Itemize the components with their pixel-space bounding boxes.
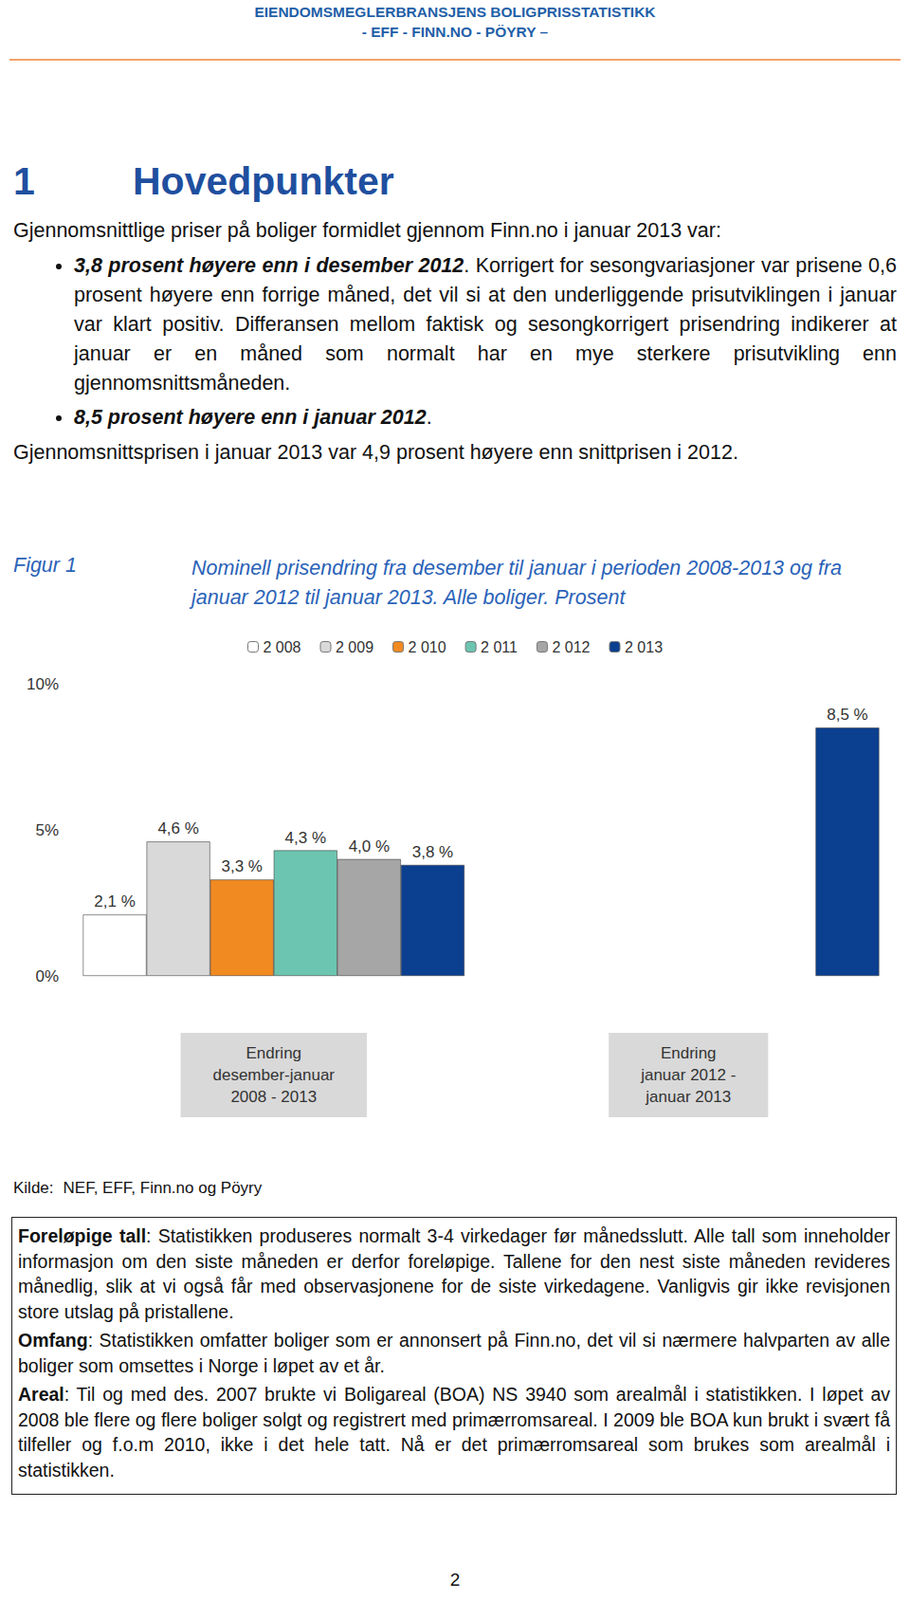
html-text:Kilde:: Kilde: [13,1178,54,1197]
svg-text:4,6 %: 4,6 % [157,819,199,838]
html-text:EIENDOMSMEGLERBRANSJENS BOLIGP: EIENDOMSMEGLERBRANSJENS BOLIGPRISSTATIST… [254,3,656,20]
html-text:8,5 prosent høyere enn i janua: 8,5 prosent høyere enn i januar 2012. [73,405,432,429]
svg-text:3,8 %: 3,8 % [412,842,454,861]
svg-text:4,0 %: 4,0 % [348,837,390,856]
html-text:Nominell prisendring fra desem: Nominell prisendring fra desember til ja… [191,556,842,609]
html-text:2: 2 [449,1568,461,1589]
svg-text:2 013: 2 013 [624,638,663,656]
html-text:Hovedpunkter: Hovedpunkter [132,159,395,203]
html-text:Figur 1: Figur 1 [13,553,77,577]
html-text:Omfang: Statistikken omfatter: Omfang: Statistikken omfatter boliger so… [18,1328,891,1375]
html-text:NEF, EFF, Finn.no og Pöyry: NEF, EFF, Finn.no og Pöyry [63,1178,262,1197]
svg-text:4,3 %: 4,3 % [285,828,327,847]
html-text:Gjennomsnittlige priser på bol: Gjennomsnittlige priser på boliger formi… [13,218,722,242]
svg-text:2 008: 2 008 [262,638,301,656]
svg-text:3,3 %: 3,3 % [220,856,262,875]
svg-text:Endring: Endring [660,1043,717,1062]
svg-text:5%: 5% [35,820,59,839]
html-text:3,8 prosent høyere enn i desem: 3,8 prosent høyere enn i desember 2012. … [73,254,897,395]
svg-text:8,5 %: 8,5 % [826,705,868,724]
html-text:Gjennomsnittsprisen i januar 2: Gjennomsnittsprisen i januar 2013 var 4,… [13,440,739,464]
svg-text:2 010: 2 010 [408,638,447,656]
html-text:1: 1 [13,159,35,203]
svg-text:Endring: Endring [245,1043,302,1062]
svg-text:2 011: 2 011 [480,638,518,656]
svg-text:2,1 %: 2,1 % [93,891,135,910]
svg-text:januar 2012 -: januar 2012 - [639,1065,736,1084]
svg-text:januar 2013: januar 2013 [644,1087,731,1106]
svg-text:10%: 10% [26,674,59,693]
html-text:Foreløpige tall: Statistikken: Foreløpige tall: Statistikken produseres… [18,1224,891,1321]
html-text:- EFF - FINN.NO - PÖYRY –: - EFF - FINN.NO - PÖYRY – [361,23,549,40]
svg-text:2 009: 2 009 [335,638,374,656]
svg-text:0%: 0% [35,966,59,985]
svg-text:2 012: 2 012 [551,638,590,656]
svg-text:2008 - 2013: 2008 - 2013 [230,1087,317,1106]
html-text:Areal: Til og med des. 2007 br: Areal: Til og med des. 2007 brukte vi Bo… [18,1383,891,1480]
svg-text:desember-januar: desember-januar [212,1065,335,1084]
